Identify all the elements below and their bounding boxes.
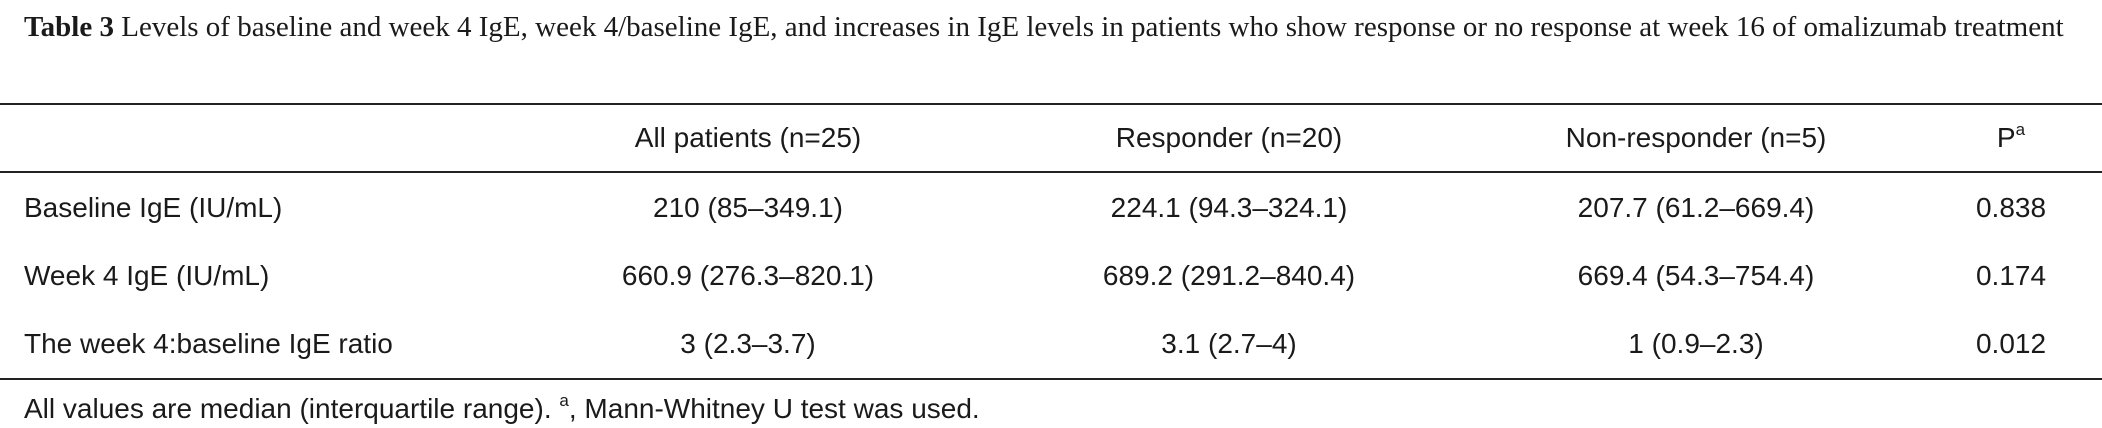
bottom-rule — [0, 378, 2102, 380]
table-cell: 210 (85–349.1) — [653, 192, 843, 223]
row-label: The week 4:baseline IgE ratio — [24, 328, 393, 359]
header-cell: Non-responder (n=5) — [1565, 122, 1827, 153]
row-label: Week 4 IgE (IU/mL) — [24, 260, 270, 291]
row-label: Baseline IgE (IU/mL) — [24, 192, 283, 223]
header-cell: Pa — [1996, 120, 2026, 153]
header-cell: Responder (n=20) — [1115, 122, 1343, 153]
caption-text: Levels of baseline and week 4 IgE, week … — [121, 11, 2064, 43]
header-sup: a — [2015, 120, 2026, 139]
header-rule — [0, 171, 2102, 173]
table-cell: 3.1 (2.7–4) — [1161, 328, 1297, 359]
table-cell: 0.012 — [1975, 328, 2047, 359]
caption-label: Table 3 — [24, 11, 114, 43]
table-cell: 689.2 (291.2–840.4) — [1102, 260, 1356, 291]
footnote-after: , Mann-Whitney U test was used. — [568, 393, 980, 424]
caption: Table 3 Levels of baseline and week 4 Ig… — [24, 0, 2099, 54]
footnote-text: All values are median (interquartile ran… — [24, 393, 560, 424]
table-cell: 660.9 (276.3–820.1) — [621, 260, 875, 291]
table-cell: 1 (0.9–2.3) — [1628, 328, 1764, 359]
table-cell: 224.1 (94.3–324.1) — [1110, 192, 1348, 223]
table-cell: 0.838 — [1975, 192, 2047, 223]
footnote: All values are median (interquartile ran… — [24, 392, 980, 426]
top-rule — [0, 103, 2102, 105]
footnote-sup: a — [559, 391, 569, 410]
table-cell: 207.7 (61.2–669.4) — [1577, 192, 1815, 223]
header-cell: All patients (n=25) — [634, 122, 862, 153]
table-cell: 0.174 — [1975, 260, 2047, 291]
table-cell: 3 (2.3–3.7) — [680, 328, 816, 359]
table-cell: 669.4 (54.3–754.4) — [1577, 260, 1815, 291]
